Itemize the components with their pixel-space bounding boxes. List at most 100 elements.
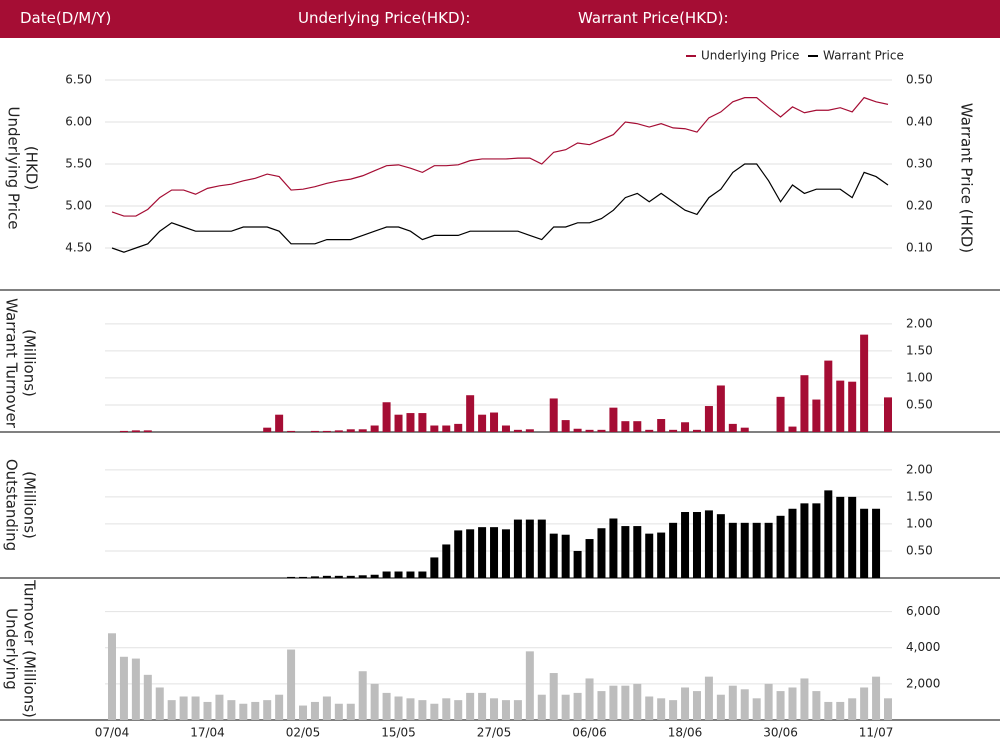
bar [299,576,308,578]
bar [657,419,666,432]
bar [203,701,212,720]
y-tick-label: 1.00 [906,370,933,384]
bar [179,696,188,720]
y-tick-label: 5.00 [65,199,92,213]
bar [430,557,439,578]
bar [872,508,881,578]
bar [585,678,594,720]
bar [657,698,666,720]
y-axis-title-line: Underlying Price [5,106,23,229]
header-label: Underlying Price(HKD): [298,9,471,27]
bar [836,701,845,720]
y-axis-title-line: Turnover (Millions) [21,579,39,718]
bar [346,575,355,578]
bar [776,691,785,720]
bar [681,422,690,432]
x-tick-label: 11/07 [859,726,894,740]
bar [752,698,761,720]
y-axis-title: Warrant Price (HKD) [958,103,976,253]
bar [430,425,439,432]
bar [884,397,892,432]
bar [370,574,379,578]
bar [621,685,630,720]
y-tick-label: 6.00 [65,115,92,129]
bar [585,539,594,578]
bar [119,430,128,432]
bar [358,671,367,720]
bar [728,685,737,720]
bar [633,526,642,578]
bar [370,683,379,720]
y-tick-label: 0.20 [906,199,933,213]
y-tick-label: 4,000 [906,640,940,654]
chart: 4.50 5.00 5.50 6.00 6.50 0.10 0.20 0.30 0.40 0.50… [0,49,1000,740]
bar [525,429,534,432]
bar [872,676,881,720]
bar [322,430,331,432]
bar [609,407,618,432]
bar [358,429,367,432]
bar [370,425,379,432]
bar [501,700,510,720]
bar [430,703,439,720]
y-tick-label: 2,000 [906,676,940,690]
bar [716,514,725,578]
bar [167,700,176,720]
bar [215,694,224,720]
bar [597,691,606,720]
bar [310,576,319,578]
data-line [111,163,889,253]
bar [263,700,272,720]
bar [382,402,391,432]
bar [740,427,749,432]
bar [621,526,630,578]
bar [848,496,857,578]
bar [466,395,475,432]
bar [788,508,797,578]
y-axis-title-line: Warrant Price (HKD) [958,103,976,253]
y-axis-title-line: Outstanding [3,459,21,551]
bar [537,694,546,720]
bar [143,674,152,720]
bar [561,420,570,432]
bar [573,692,582,720]
y-tick-label: 0.40 [906,115,933,129]
bar [334,575,343,578]
legend-label: Warrant Price [823,49,904,63]
bar [752,522,761,578]
bar [382,571,391,578]
bar [824,701,833,720]
y-axis-title-line: (Millions) [21,329,39,397]
y-axis-title-line: (HKD) [23,146,41,190]
y-axis-title-line: (Millions) [21,471,39,539]
bar [227,700,236,720]
bar [490,527,499,578]
header-bar: Date(D/M/Y) Underlying Price(HKD): Warra… [0,0,1000,38]
y-tick-label: 2.00 [906,462,933,476]
bar [728,522,737,578]
bar [645,429,654,432]
bar [812,399,821,432]
bar [549,398,558,432]
bar [442,425,451,432]
y-axis-title-line: Underlying [3,608,21,690]
x-tick-label: 27/05 [477,726,512,740]
bar [776,515,785,578]
bar [597,429,606,432]
y-tick-label: 0.50 [906,543,933,557]
bar [501,529,510,578]
bar [263,427,272,432]
bar [454,423,463,432]
x-tick-label: 15/05 [381,726,416,740]
bar [406,698,415,720]
x-tick-label: 02/05 [286,726,321,740]
y-axis-title: Outstanding (Millions) [3,459,39,551]
bar [382,692,391,720]
bar [299,705,308,720]
x-tick-label: 06/06 [572,726,607,740]
bar [740,689,749,720]
bar [418,571,427,578]
bar [525,651,534,720]
y-axis-title: Underlying Turnover (Millions) [3,579,39,718]
